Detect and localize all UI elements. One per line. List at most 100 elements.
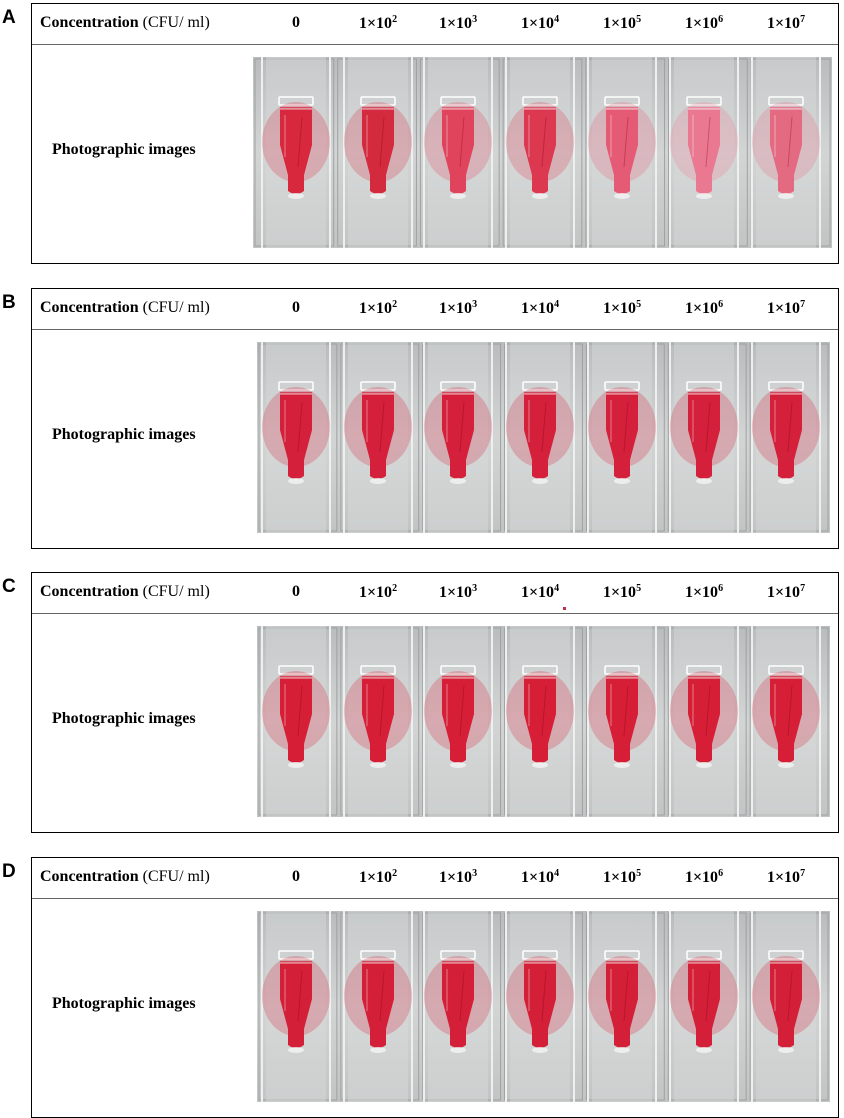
cuvette bbox=[340, 626, 420, 817]
photo-svg bbox=[253, 57, 832, 248]
column-header: 0 bbox=[266, 14, 326, 32]
column-header-base: 1×10 bbox=[766, 584, 801, 601]
cuvette bbox=[254, 57, 335, 248]
photo-strip bbox=[257, 626, 830, 817]
column-header-exponent: 7 bbox=[800, 299, 806, 310]
column-header-base: 1×10 bbox=[602, 15, 637, 32]
column-header: 1×104 bbox=[510, 868, 570, 887]
cuvette bbox=[585, 911, 665, 1102]
column-header-base: 1×10 bbox=[520, 15, 555, 32]
column-header-exponent: 7 bbox=[800, 14, 806, 25]
column-header-exponent: 3 bbox=[472, 583, 478, 594]
concentration-text: Concentration bbox=[40, 299, 139, 316]
artifact-dot bbox=[563, 607, 566, 610]
column-header: 1×103 bbox=[428, 868, 488, 887]
cuvette bbox=[502, 57, 583, 248]
column-header-base: 0 bbox=[292, 868, 300, 885]
column-header-exponent: 2 bbox=[392, 299, 398, 310]
cuvette bbox=[504, 626, 583, 817]
photo-svg bbox=[257, 626, 830, 817]
cuvette bbox=[337, 57, 417, 248]
concentration-label: Concentration (CFU/ ml) bbox=[40, 299, 210, 317]
concentration-label: Concentration (CFU/ ml) bbox=[40, 868, 210, 886]
column-header-base: 1×10 bbox=[766, 300, 801, 317]
column-header: 1×104 bbox=[510, 14, 570, 33]
concentration-label: Concentration (CFU/ ml) bbox=[40, 14, 210, 32]
row-label: Photographic images bbox=[52, 709, 196, 727]
column-header-base: 1×10 bbox=[358, 584, 393, 601]
column-header-exponent: 6 bbox=[718, 583, 724, 594]
cuvette bbox=[422, 626, 502, 817]
column-header: 0 bbox=[266, 868, 326, 886]
column-header-exponent: 6 bbox=[718, 299, 724, 310]
concentration-text: Concentration bbox=[40, 583, 139, 600]
photo-strip bbox=[257, 342, 830, 533]
cuvette bbox=[504, 911, 583, 1102]
column-header: 1×105 bbox=[592, 14, 652, 33]
column-header-base: 1×10 bbox=[438, 869, 473, 886]
column-header: 1×105 bbox=[592, 299, 652, 318]
concentration-text: Concentration bbox=[40, 868, 139, 885]
column-header: 0 bbox=[266, 299, 326, 317]
column-header-base: 1×10 bbox=[438, 300, 473, 317]
cuvette bbox=[667, 626, 747, 817]
column-header-base: 1×10 bbox=[684, 869, 719, 886]
column-header-base: 1×10 bbox=[602, 584, 637, 601]
column-header-exponent: 3 bbox=[472, 868, 478, 879]
column-header-base: 1×10 bbox=[684, 15, 719, 32]
column-header: 1×106 bbox=[674, 868, 734, 887]
photo-strip bbox=[257, 911, 830, 1102]
column-header-base: 1×10 bbox=[602, 869, 637, 886]
column-header-exponent: 4 bbox=[554, 14, 560, 25]
column-header: 1×102 bbox=[348, 14, 408, 33]
panel-c: Concentration (CFU/ ml) 0 1×102 1×103 1×104 1… bbox=[31, 572, 839, 833]
cuvette bbox=[419, 57, 500, 248]
cuvette bbox=[749, 626, 829, 817]
cuvette bbox=[749, 342, 829, 533]
column-header-exponent: 7 bbox=[800, 583, 806, 594]
cuvette bbox=[585, 342, 665, 533]
column-header: 1×106 bbox=[674, 583, 734, 602]
column-header-base: 1×10 bbox=[684, 584, 719, 601]
cuvette bbox=[258, 911, 338, 1102]
column-header-base: 1×10 bbox=[438, 15, 473, 32]
column-header-base: 1×10 bbox=[602, 300, 637, 317]
photo-strip bbox=[253, 57, 832, 248]
cuvette bbox=[422, 911, 502, 1102]
concentration-label: Concentration (CFU/ ml) bbox=[40, 583, 210, 601]
column-header-base: 1×10 bbox=[520, 300, 555, 317]
column-header-exponent: 2 bbox=[392, 868, 398, 879]
unit-text: (CFU/ ml) bbox=[142, 583, 210, 600]
column-header-exponent: 2 bbox=[392, 583, 398, 594]
column-header: 1×102 bbox=[348, 868, 408, 887]
column-header: 1×103 bbox=[428, 583, 488, 602]
column-header: 1×106 bbox=[674, 14, 734, 33]
column-header: 1×102 bbox=[348, 583, 408, 602]
column-header: 1×107 bbox=[756, 868, 816, 887]
cuvette bbox=[504, 342, 583, 533]
column-header-base: 1×10 bbox=[358, 300, 393, 317]
column-header-exponent: 5 bbox=[636, 583, 642, 594]
header-row: Concentration (CFU/ ml) 0 1×102 1×103 1×104 1… bbox=[32, 573, 838, 614]
unit-text: (CFU/ ml) bbox=[142, 14, 210, 31]
row-label: Photographic images bbox=[52, 425, 196, 443]
column-header-base: 1×10 bbox=[684, 300, 719, 317]
column-header-exponent: 2 bbox=[392, 14, 398, 25]
column-header-exponent: 6 bbox=[718, 868, 724, 879]
column-header-exponent: 6 bbox=[718, 14, 724, 25]
panel-letter: D bbox=[2, 861, 16, 882]
column-header-exponent: 4 bbox=[554, 583, 560, 594]
panel-b: Concentration (CFU/ ml) 0 1×102 1×103 1×104 1… bbox=[31, 288, 839, 549]
column-header: 1×104 bbox=[510, 583, 570, 602]
column-header-exponent: 5 bbox=[636, 868, 642, 879]
column-header-exponent: 3 bbox=[472, 299, 478, 310]
column-header-exponent: 4 bbox=[554, 299, 560, 310]
panel-letter: C bbox=[2, 576, 16, 597]
header-row: Concentration (CFU/ ml) 0 1×102 1×103 1×104 1… bbox=[32, 4, 838, 45]
column-header-base: 1×10 bbox=[438, 584, 473, 601]
column-header-base: 1×10 bbox=[358, 15, 393, 32]
column-header-base: 1×10 bbox=[520, 584, 555, 601]
column-header: 1×105 bbox=[592, 583, 652, 602]
column-header: 1×107 bbox=[756, 14, 816, 33]
column-header-base: 0 bbox=[292, 583, 300, 600]
